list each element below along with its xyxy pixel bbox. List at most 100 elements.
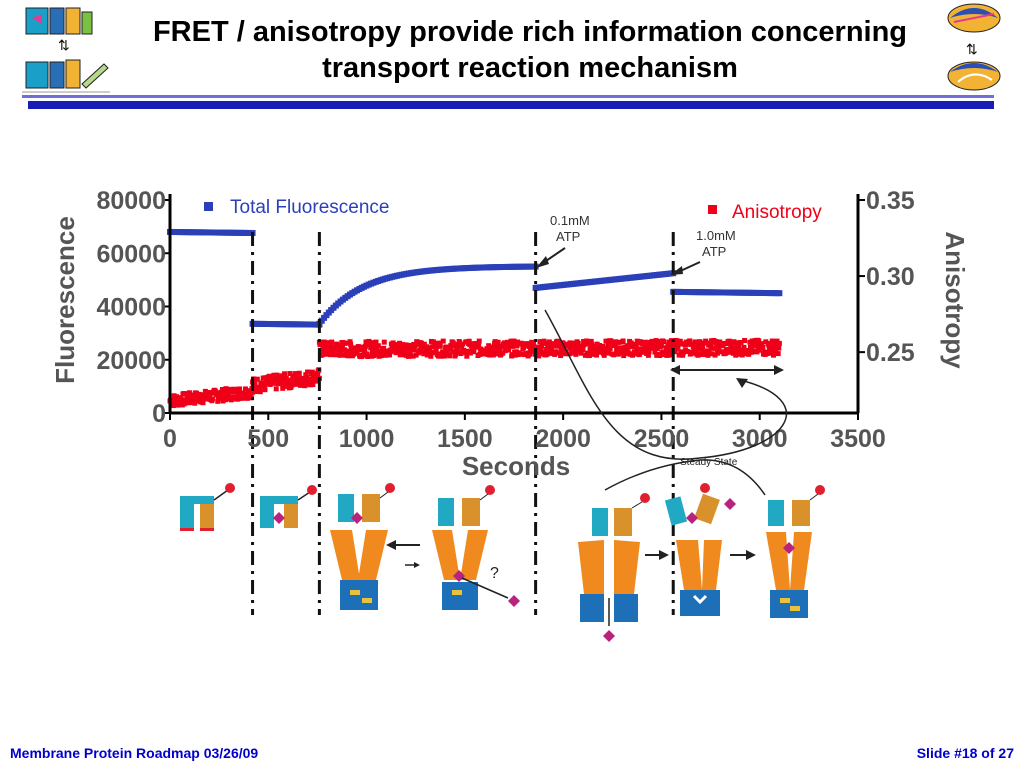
aniso-point	[738, 339, 744, 345]
aniso-point	[303, 372, 309, 378]
aniso-point	[295, 381, 301, 387]
aniso-point	[603, 338, 609, 344]
aniso-point	[600, 343, 606, 349]
aniso-point	[661, 339, 667, 345]
aniso-point	[700, 343, 706, 349]
transporter-atp-2	[664, 483, 736, 616]
aniso-point	[315, 372, 321, 378]
aniso-point	[587, 346, 593, 352]
aniso-point	[657, 353, 663, 359]
atp1-arrowhead	[536, 256, 549, 268]
chart-axes: 0 500 1000 1500 2000 2500 3000 3500 0 20000 40000 6…	[96, 187, 914, 453]
aniso-point	[355, 344, 361, 350]
aniso-point	[489, 348, 495, 354]
aniso-point	[527, 351, 533, 357]
aniso-point	[536, 353, 542, 359]
aniso-point	[635, 346, 641, 352]
steady-range-head-left	[670, 365, 680, 375]
anisotropy-series	[167, 337, 782, 409]
aniso-point	[281, 379, 287, 385]
aniso-point	[760, 344, 766, 350]
legend-aniso-marker	[708, 205, 717, 214]
aniso-point	[680, 350, 686, 356]
fluor-point	[776, 290, 783, 297]
aniso-point	[359, 344, 365, 350]
aniso-point	[323, 351, 329, 357]
aniso-point	[706, 348, 712, 354]
aniso-point	[365, 354, 371, 360]
aniso-point	[526, 344, 532, 350]
aniso-point	[437, 343, 443, 349]
atp2-annotation-line2: ATP	[702, 244, 726, 259]
aniso-point	[476, 341, 482, 347]
aniso-point	[597, 345, 603, 351]
transporter-atp-1	[578, 493, 650, 642]
aniso-point	[594, 352, 600, 358]
aniso-point	[433, 344, 439, 350]
aniso-point	[486, 343, 492, 349]
aniso-point	[296, 370, 302, 376]
aniso-point	[575, 340, 581, 346]
aniso-point	[194, 390, 200, 396]
aniso-point	[611, 352, 617, 358]
aniso-point	[229, 395, 235, 401]
aniso-point	[410, 353, 416, 359]
aniso-point	[362, 347, 368, 353]
aniso-point	[645, 352, 651, 358]
aniso-point	[343, 340, 349, 346]
aniso-point	[588, 338, 594, 344]
x-tick-label: 1000	[339, 425, 395, 453]
aniso-point	[362, 343, 368, 349]
x-tick-label: 3500	[830, 425, 886, 453]
aniso-point	[539, 343, 545, 349]
svg-text:⇅: ⇅	[966, 41, 978, 57]
aniso-point	[379, 350, 385, 356]
aniso-point	[663, 345, 669, 351]
aniso-point	[421, 341, 427, 347]
aniso-point	[271, 378, 277, 384]
aniso-point	[237, 386, 243, 392]
substrate-binding-domain-2	[260, 485, 317, 528]
aniso-point	[637, 351, 643, 357]
legend-fluor-marker	[204, 202, 213, 211]
aniso-point	[222, 397, 228, 403]
steady-range-head-right	[774, 365, 784, 375]
aniso-point	[407, 342, 413, 348]
aniso-point	[535, 344, 541, 350]
aniso-point	[765, 349, 771, 355]
steady-bracket-lower	[604, 459, 766, 496]
aniso-point	[460, 341, 466, 347]
aniso-point	[556, 339, 562, 345]
aniso-point	[273, 386, 279, 392]
aniso-point	[232, 387, 238, 393]
substrate-binding-domain-1	[180, 483, 235, 531]
aniso-point	[466, 338, 472, 344]
aniso-point	[287, 371, 293, 377]
aniso-point	[345, 353, 351, 359]
aniso-point	[200, 400, 206, 406]
aniso-point	[314, 378, 320, 384]
aniso-point	[776, 340, 782, 346]
legend-aniso-label: Anisotropy	[732, 202, 822, 223]
aniso-point	[511, 338, 517, 344]
aniso-point	[310, 382, 316, 388]
y-right-tick-label: 0.35	[866, 187, 915, 215]
aniso-point	[692, 339, 698, 345]
aniso-point	[709, 351, 715, 357]
aniso-point	[675, 344, 681, 350]
aniso-point	[307, 376, 313, 382]
aniso-point	[447, 353, 453, 359]
aniso-point	[420, 348, 426, 354]
legend-fluor-label: Total Fluorescence	[230, 197, 389, 218]
aniso-point	[742, 338, 748, 344]
aniso-point	[571, 348, 577, 354]
aniso-point	[205, 389, 211, 395]
aniso-point	[510, 343, 516, 349]
mechanism-arrowhead-right-2	[746, 550, 756, 560]
rotary-motor-logo-icon: ⇅	[947, 3, 1001, 91]
atp2-arrowhead	[670, 266, 683, 275]
aniso-point	[398, 347, 404, 353]
aniso-point	[332, 352, 338, 358]
aniso-point	[553, 349, 559, 355]
slide-title: FRET / anisotropy provide rich informati…	[110, 14, 950, 86]
